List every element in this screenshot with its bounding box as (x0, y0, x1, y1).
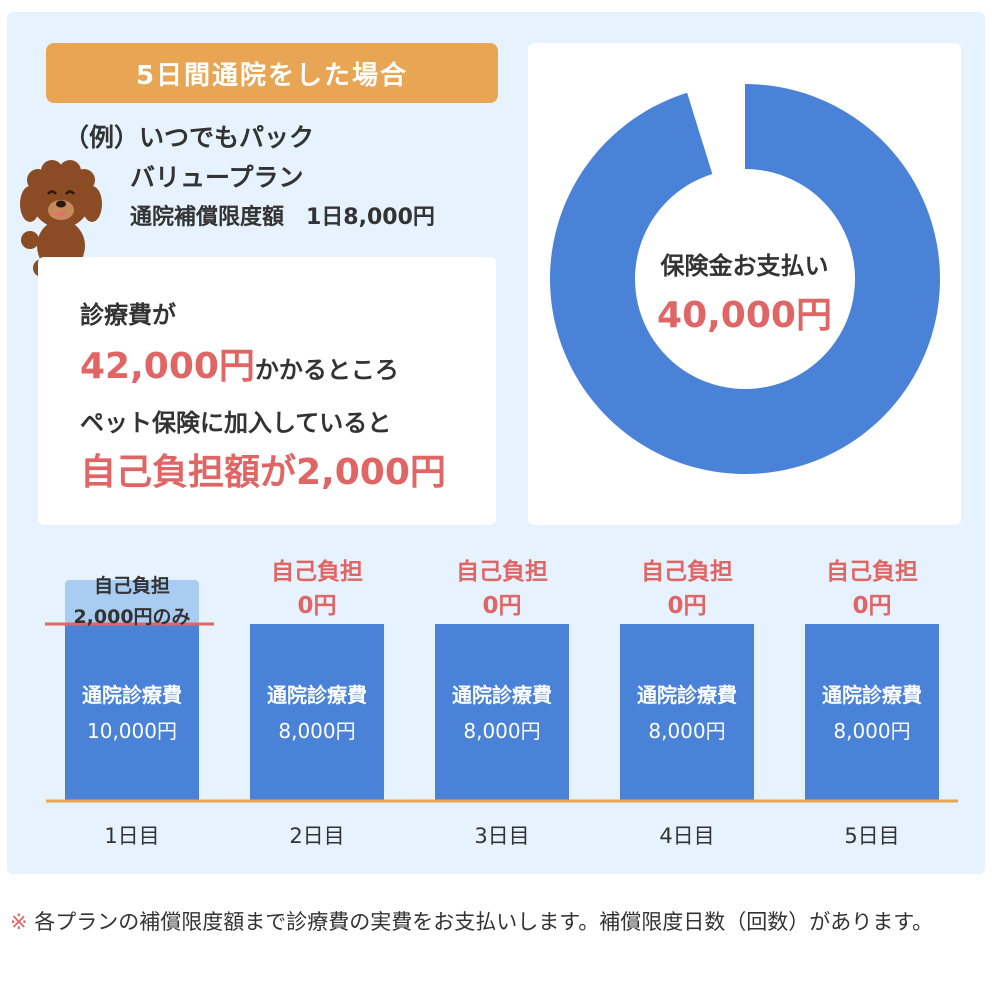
cost-intro: 診療費が (80, 301, 176, 329)
self-pay-amount: 0円 (667, 593, 706, 619)
day-label: 4日目 (659, 824, 714, 848)
bar-cost-label: 通院診療費 (452, 683, 552, 707)
self-pay-amount: 0円 (482, 593, 521, 619)
self-pay-label: 自己負担 (94, 574, 170, 597)
footnote: ※ 各プランの補償限度額まで診療費の実費をお支払いします。補償限度日数（回数）が… (10, 898, 980, 946)
covered-bar-segment (435, 624, 569, 800)
footnote-text: 各プランの補償限度額まで診療費の実費をお支払いします。補償限度日数（回数）があり… (34, 910, 934, 934)
bar-cost-amount: 10,000円 (87, 719, 177, 743)
daily-cost-chart: 自己負担2,000円のみ通院診療費10,000円1日目自己負担0円通院診療費8,… (45, 558, 958, 848)
cost-total-amount: 42,000円 (80, 346, 255, 387)
self-pay-label: 自己負担 (271, 558, 363, 585)
insurance-condition: ペット保険に加入していると (80, 409, 392, 437)
plan-example-line: （例）いつでもパック (64, 123, 315, 152)
header-title: 5日間通院をした場合 (46, 43, 498, 103)
footnote-mark: ※ (10, 910, 28, 934)
self-pay-amount: 2,000円のみ (73, 606, 190, 628)
cost-total-suffix: かかるところ (254, 356, 399, 384)
bar-cost-amount: 8,000円 (833, 719, 910, 743)
self-pay-total: 自己負担額が2,000円 (80, 452, 446, 493)
cost-total-line: 42,000円かかるところ (80, 337, 399, 389)
day-label: 2日目 (289, 824, 344, 848)
payout-donut-box: 保険金お支払い 40,000円 (528, 43, 961, 525)
self-pay-label: 自己負担 (826, 558, 918, 585)
covered-bar-segment (65, 624, 199, 800)
payout-donut-chart (550, 84, 940, 474)
bar-cost-amount: 8,000円 (463, 719, 540, 743)
bar-cost-amount: 8,000円 (278, 719, 355, 743)
donut-paid-segment (550, 84, 940, 474)
bar-cost-label: 通院診療費 (82, 683, 182, 707)
self-pay-label: 自己負担 (641, 558, 733, 585)
covered-bar-segment (805, 624, 939, 800)
day-label: 1日目 (104, 824, 159, 848)
bar-cost-label: 通院診療費 (637, 683, 737, 707)
bar-cost-amount: 8,000円 (648, 719, 725, 743)
bar-cost-label: 通院診療費 (267, 683, 367, 707)
self-pay-amount: 0円 (852, 593, 891, 619)
covered-bar-segment (620, 624, 754, 800)
self-pay-bar-segment (65, 580, 199, 624)
day-label: 3日目 (474, 824, 529, 848)
plan-limit-line: 通院補償限度額 1日8,000円 (130, 205, 435, 230)
self-pay-label: 自己負担 (456, 558, 548, 585)
payout-amount: 40,000円 (657, 295, 832, 336)
cost-explanation-box: 診療費が 42,000円かかるところ ペット保険に加入していると 自己負担額が2… (38, 257, 496, 525)
plan-name-line: バリュープラン (130, 163, 304, 192)
day-label: 5日目 (844, 824, 899, 848)
dog-illustration (20, 160, 102, 277)
covered-bar-segment (250, 624, 384, 800)
bar-cost-label: 通院診療費 (822, 683, 922, 707)
self-pay-amount: 0円 (297, 593, 336, 619)
payout-label: 保険金お支払い (660, 252, 829, 280)
plan-description: （例）いつでもパック バリュープラン 通院補償限度額 1日8,000円 (64, 118, 435, 238)
